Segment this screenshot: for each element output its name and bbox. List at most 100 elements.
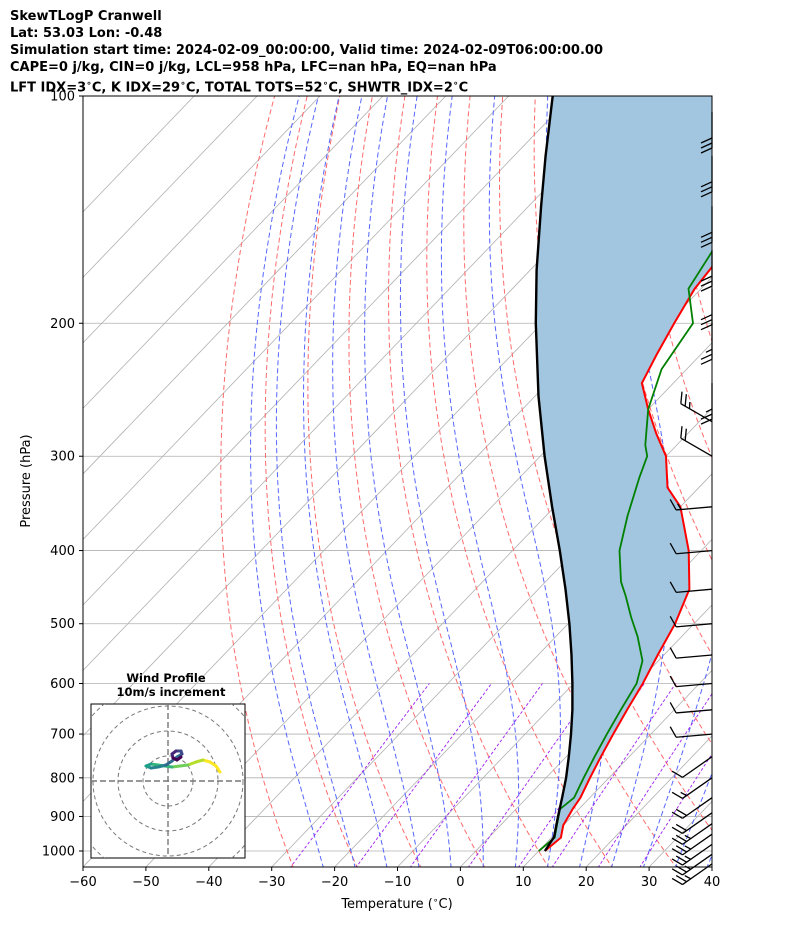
wind-barb-flag	[671, 826, 683, 835]
isotherm	[83, 96, 572, 606]
isotherm	[145, 276, 712, 867]
moist-adiabat	[399, 96, 484, 867]
isotherm	[83, 96, 258, 278]
mixing-ratio-line	[355, 683, 492, 867]
wind-barb-flag	[700, 358, 713, 365]
dry-adiabat	[220, 96, 294, 867]
mixing-ratio-line	[467, 683, 598, 867]
wind-barb-flag	[669, 615, 677, 628]
wind-barb-flag	[671, 837, 683, 845]
isotherm	[397, 538, 712, 867]
wind-barb-flag	[700, 275, 713, 282]
isotherm	[585, 735, 712, 867]
wind-barb-flag	[671, 770, 683, 778]
wind-barb-flag	[675, 845, 687, 853]
isotherm	[83, 96, 321, 344]
wind-barb-flag	[700, 186, 713, 193]
wind-barb-half	[677, 503, 682, 510]
wind-barb	[680, 426, 713, 457]
moist-adiabat	[674, 771, 712, 867]
isotherm	[271, 407, 712, 867]
wind-barb-staff	[682, 777, 713, 799]
wind-barb-flag	[700, 280, 713, 287]
wind-barb-half	[705, 348, 713, 353]
hodograph-subtitle: 10m/s increment	[117, 685, 226, 699]
wind-barb-flag	[684, 394, 687, 407]
wind-barb-staff	[680, 403, 713, 423]
wind-barb-staff	[682, 833, 713, 856]
wind-barb-flag	[671, 811, 683, 819]
wind-barb-flag	[669, 647, 677, 659]
wind-barb-staff	[682, 843, 713, 866]
x-tick-label: 20	[578, 875, 595, 890]
title-indices-2: LFT IDX=3∘C, K IDX=29∘C, TOTAL TOTS=52∘C…	[10, 79, 469, 96]
title-location: Lat: 53.03 Lon: -0.48	[10, 26, 163, 41]
moist-adiabat	[706, 854, 712, 867]
wind-barb	[669, 702, 713, 714]
wind-barb-flag	[675, 874, 687, 883]
y-axis-label: Pressure (hPa)	[19, 434, 34, 527]
y-tick-label: 500	[50, 617, 75, 632]
isotherm	[83, 96, 384, 409]
moist-adiabat	[440, 96, 520, 867]
isotherm	[83, 96, 447, 475]
dry-adiabat	[599, 96, 712, 562]
wind-barb-staff	[676, 549, 713, 555]
y-tick-label: 700	[50, 728, 75, 743]
wind-barb-staff	[676, 709, 713, 714]
mixing-ratio-line	[597, 693, 712, 867]
wind-barb-staff	[682, 853, 713, 876]
wind-barb-half	[684, 845, 692, 850]
moist-adiabat	[488, 96, 561, 867]
moist-adiabat	[735, 79, 794, 876]
wind-barb-half	[684, 875, 692, 880]
temperature-line	[544, 265, 712, 852]
wind-barb-flag	[671, 848, 683, 856]
wind-barb-flag	[700, 241, 713, 248]
wind-barb-staff	[676, 623, 713, 628]
wind-barb-flag	[680, 391, 683, 404]
wind-barb-flag	[671, 791, 683, 800]
wind-barb-staff	[682, 756, 713, 778]
x-tick-label: −50	[132, 875, 159, 890]
wind-barb	[671, 797, 713, 819]
wind-barb-flag	[684, 428, 687, 441]
wind-barb-flag	[669, 702, 677, 714]
wind-barb-flag	[671, 877, 683, 886]
y-tick-label: 200	[50, 317, 75, 332]
wind-barb-flag	[675, 834, 687, 843]
moist-adiabat	[642, 96, 712, 867]
mixing-ratio-line	[518, 683, 645, 867]
y-tick-label: 900	[50, 810, 75, 825]
hodograph-trace	[175, 755, 183, 762]
wind-barb-flag	[700, 147, 713, 154]
wind-barb	[669, 542, 713, 555]
dry-adiabat	[729, 79, 794, 876]
mixing-ratio-line	[409, 683, 543, 867]
wind-barb-flag	[700, 324, 713, 331]
wind-barb-flag	[700, 413, 713, 420]
wind-barb-staff	[676, 654, 713, 659]
wind-barb-flag	[700, 191, 713, 198]
wind-barb-flag	[671, 858, 683, 866]
isotherm	[83, 96, 509, 540]
moist-adiabat	[364, 96, 452, 867]
wind-barb	[671, 756, 713, 778]
dry-adiabat	[463, 96, 677, 867]
wind-barb-flag	[700, 314, 713, 321]
wind-barb-flag	[680, 426, 683, 439]
wind-barb-half	[684, 855, 692, 860]
wind-barb-flag	[700, 285, 713, 292]
wind-barb-flag	[700, 418, 713, 425]
y-tick-label: 600	[50, 677, 75, 692]
wind-barb-flag	[669, 499, 677, 511]
wind-barb-flag	[669, 542, 677, 555]
wind-barb	[671, 777, 713, 800]
wind-barb	[669, 615, 713, 628]
hodograph-title: Wind Profile	[126, 671, 206, 685]
wind-barb-flag	[669, 726, 677, 738]
isotherm	[334, 473, 712, 867]
x-tick-label: 40	[704, 875, 721, 890]
x-tick-label: 10	[515, 875, 532, 890]
